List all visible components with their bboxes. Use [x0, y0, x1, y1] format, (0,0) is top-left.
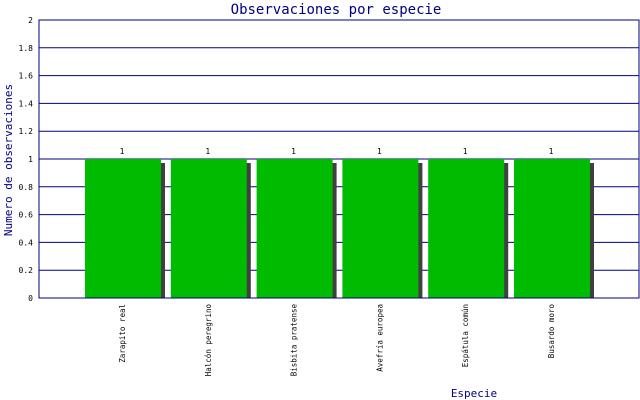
- y-tick-label: 1.8: [19, 44, 34, 53]
- bar: [428, 159, 505, 298]
- x-category-label: Avefría europea: [375, 304, 384, 372]
- data-labels: 1 1 1 1 1 1: [120, 147, 554, 156]
- y-tick-label: 1.6: [19, 72, 34, 81]
- data-label: 1: [120, 147, 125, 156]
- data-label: 1: [205, 147, 210, 156]
- x-category-label: Halcón peregrino: [204, 304, 213, 377]
- x-axis-label: Especie: [451, 387, 497, 400]
- bar: [170, 159, 247, 298]
- y-tick-label: 2: [28, 16, 33, 25]
- data-label: 1: [549, 147, 554, 156]
- y-tick-label: 0: [28, 294, 33, 303]
- bar: [514, 159, 590, 298]
- plot-frame: [38, 19, 640, 299]
- bars: [85, 159, 594, 298]
- data-label: 1: [377, 147, 382, 156]
- bar: [256, 159, 333, 298]
- y-tick-label: 0.2: [19, 266, 34, 275]
- y-axis-label: Numero de observaciones: [2, 84, 15, 236]
- y-tick-label: 1.2: [19, 127, 34, 136]
- y-tick-labels: 0 0.2 0.4 0.6 0.8 1 1.2 1.4 1.6 1.8 2: [19, 16, 34, 303]
- data-label: 1: [463, 147, 468, 156]
- x-category-label: Bisbita pratense: [290, 304, 299, 377]
- x-category-label: Zarapito real: [118, 304, 127, 363]
- bar: [85, 159, 161, 298]
- y-tick-label: 0.6: [19, 211, 34, 220]
- y-tick-label: 1: [28, 155, 33, 164]
- bar: [342, 159, 419, 298]
- x-category-label: Busardo moro: [547, 304, 556, 359]
- y-tick-label: 1.4: [19, 99, 34, 108]
- y-tick-label: 0.8: [19, 183, 34, 192]
- y-tick-label: 0.4: [19, 238, 34, 247]
- x-category-labels: Zarapito real Halcón peregrino Bisbita pra…: [118, 304, 556, 377]
- data-label: 1: [291, 147, 296, 156]
- x-category-label: Espátula común: [461, 304, 470, 367]
- chart-title: Observaciones por especie: [231, 2, 442, 18]
